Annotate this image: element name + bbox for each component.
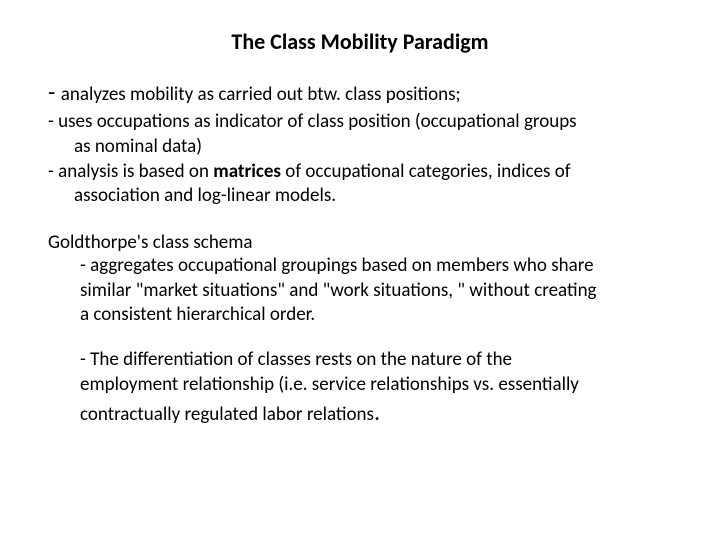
schema-point-2-line1: - The differentiation of classes rests o… — [48, 348, 672, 373]
schema-point-2-line2: employment relationship (i.e. service re… — [48, 373, 672, 398]
slide-title: The Class Mobility Paradigm — [48, 28, 672, 55]
trailing-period: . — [374, 398, 380, 427]
schema-heading: Goldthorpe's class schema — [48, 231, 672, 254]
schema-point-1-line1: - aggregates occupational groupings base… — [48, 254, 672, 279]
schema-point-2-line3-text: contractually regulated labor relations — [80, 403, 374, 426]
point-3-pre: - analysis is based on — [48, 160, 213, 183]
schema-point-1-line2: similar "market situations" and "work si… — [48, 279, 672, 304]
bullet-point-2-line1: - uses occupations as indicator of class… — [48, 110, 672, 135]
bullet-point-2-line2: as nominal data) — [48, 135, 672, 160]
schema-point-2-line3: contractually regulated labor relations. — [48, 397, 672, 428]
bullet-point-3-line1: - analysis is based on matrices of occup… — [48, 160, 672, 185]
point-3-bold: matrices — [213, 160, 281, 183]
point-3-post: of occupational categories, indices of — [281, 160, 571, 183]
bullet-point-1: - analyzes mobility as carried out btw. … — [48, 77, 672, 108]
schema-point-1-line3: a consistent hierarchical order. — [48, 303, 672, 328]
point-1-text: analyzes mobility as carried out btw. cl… — [61, 83, 461, 106]
bullet-point-3-line2: association and log-linear models. — [48, 184, 672, 209]
dash-1: - — [48, 78, 61, 107]
